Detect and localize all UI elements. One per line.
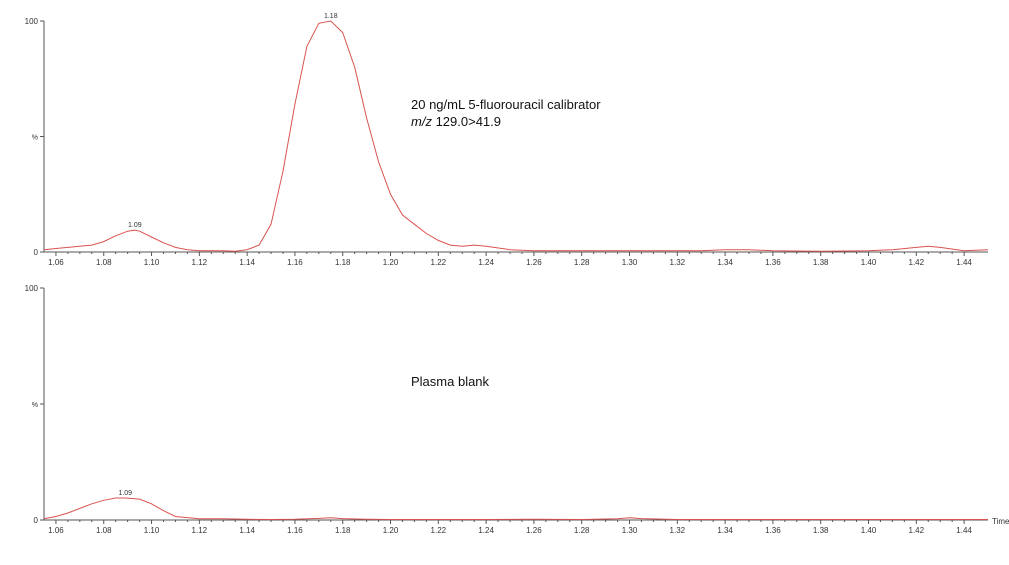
x-tick-label: 1.40 bbox=[861, 526, 877, 535]
x-tick-label: 1.28 bbox=[574, 258, 590, 267]
x-tick-label: 1.44 bbox=[956, 258, 972, 267]
y-tick-label: 0 bbox=[34, 516, 39, 525]
mz-label: m/z bbox=[411, 114, 432, 129]
x-tick-label: 1.20 bbox=[383, 258, 399, 267]
x-tick-label: 1.30 bbox=[622, 526, 638, 535]
chromatogram-trace bbox=[43, 497, 988, 521]
x-tick-label: 1.28 bbox=[574, 526, 590, 535]
x-tick-label: 1.18 bbox=[335, 526, 351, 535]
transition-annotation: m/z 129.0>41.9 bbox=[411, 114, 501, 129]
y-tick-label: 100 bbox=[25, 17, 39, 26]
x-tick-label: 1.12 bbox=[192, 258, 208, 267]
x-tick-label: 1.26 bbox=[526, 258, 542, 267]
peak-label: 1.18 bbox=[324, 13, 338, 20]
sample-annotation: Plasma blank bbox=[411, 374, 490, 389]
x-tick-label: 1.10 bbox=[144, 526, 160, 535]
x-tick-label: 1.26 bbox=[526, 526, 542, 535]
x-tick-label: 1.34 bbox=[717, 258, 733, 267]
x-tick-label: 1.14 bbox=[239, 526, 255, 535]
x-tick-label: 1.10 bbox=[144, 258, 160, 267]
x-tick-label: 1.36 bbox=[765, 526, 781, 535]
x-tick-label: 1.06 bbox=[48, 258, 64, 267]
x-tick-label: 1.32 bbox=[670, 526, 686, 535]
x-tick-label: 1.20 bbox=[383, 526, 399, 535]
x-tick-label: 1.08 bbox=[96, 526, 112, 535]
x-tick-label: 1.22 bbox=[431, 258, 447, 267]
x-tick-label: 1.30 bbox=[622, 258, 638, 267]
x-tick-label: 1.18 bbox=[335, 258, 351, 267]
transition-value: 129.0>41.9 bbox=[432, 114, 501, 129]
x-tick-label: 1.06 bbox=[48, 526, 64, 535]
y-tick-label: 100 bbox=[25, 284, 39, 293]
x-tick-label: 1.08 bbox=[96, 258, 112, 267]
x-tick-label: 1.38 bbox=[813, 526, 829, 535]
x-tick-label: 1.22 bbox=[431, 526, 447, 535]
y-tick-label: 0 bbox=[34, 248, 39, 257]
x-tick-label: 1.42 bbox=[909, 258, 925, 267]
plasma-blank-panel: 0% 100 1.06 1.08 1.10 1.12 1.14 1.16 1.18 1.20 1.2… bbox=[25, 284, 1009, 535]
peak-label: 1.09 bbox=[118, 490, 132, 497]
x-tick-label: 1.40 bbox=[861, 258, 877, 267]
x-tick-label: 1.34 bbox=[717, 526, 733, 535]
x-tick-label: 1.32 bbox=[670, 258, 686, 267]
sample-annotation: 20 ng/mL 5-fluorouracil calibrator bbox=[411, 97, 601, 112]
x-tick-label: 1.14 bbox=[239, 258, 255, 267]
y-tick-label: % bbox=[32, 135, 38, 142]
x-axis-label: Time bbox=[992, 517, 1009, 526]
x-tick-label: 1.16 bbox=[287, 526, 303, 535]
x-tick-label: 1.24 bbox=[478, 258, 494, 267]
x-tick-label: 1.24 bbox=[478, 526, 494, 535]
x-tick-label: 1.38 bbox=[813, 258, 829, 267]
x-tick-label: 1.16 bbox=[287, 258, 303, 267]
chromatogram-trace bbox=[43, 20, 989, 252]
calibrator-panel: 0% 100 1.06 1.08 1.10 1.12 1.14 1.16 1.18 1.20 1.2… bbox=[25, 13, 989, 267]
x-tick-label: 1.12 bbox=[192, 526, 208, 535]
x-tick-label: 1.44 bbox=[956, 526, 972, 535]
peak-label: 1.09 bbox=[128, 222, 142, 229]
y-tick-label: % bbox=[32, 402, 38, 409]
x-tick-label: 1.42 bbox=[909, 526, 925, 535]
x-tick-label: 1.36 bbox=[765, 258, 781, 267]
